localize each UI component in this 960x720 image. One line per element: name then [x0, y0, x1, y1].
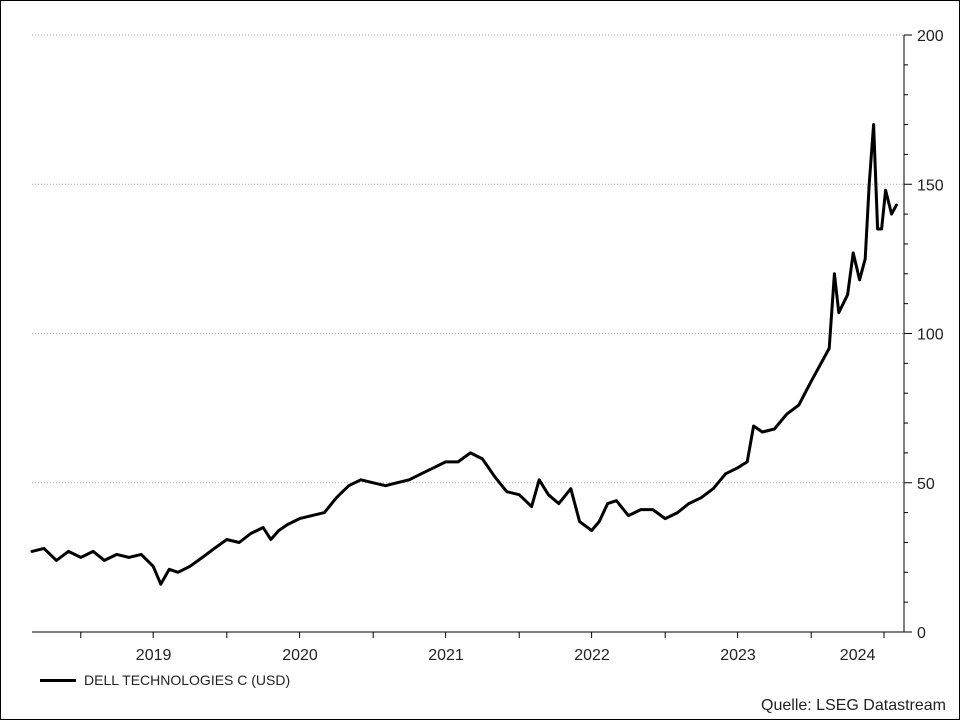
x-tick-label: 2022	[574, 647, 610, 664]
y-tick-label: 200	[917, 28, 944, 45]
y-tick-label: 100	[917, 327, 944, 344]
source-note: Quelle: LSEG Datastream	[761, 697, 946, 714]
y-tick-label: 50	[917, 476, 935, 493]
series-lines	[30, 123, 898, 586]
y-tick-label: 0	[917, 625, 926, 642]
y-axis: 0 50 100 150 200	[903, 28, 944, 642]
x-tick-label: 2021	[428, 647, 464, 664]
grid-lines	[32, 34, 904, 484]
x-tick-label: 2024	[840, 647, 876, 664]
series-line	[30, 123, 898, 586]
x-tick-label: 2023	[720, 647, 756, 664]
x-tick-label: 2019	[136, 647, 172, 664]
legend: DELL TECHNOLOGIES C (USD)	[40, 672, 290, 688]
x-tick-label: 2020	[282, 647, 318, 664]
legend-label: DELL TECHNOLOGIES C (USD)	[84, 672, 291, 688]
y-tick-label: 150	[917, 177, 944, 194]
legend-swatch	[40, 678, 76, 682]
x-axis: 2019 2020 2021 2022 2023 2024	[32, 631, 904, 664]
